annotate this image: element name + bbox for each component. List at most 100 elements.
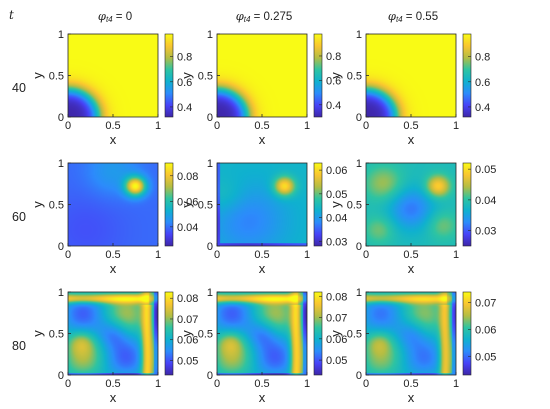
colorbar: [164, 291, 174, 376]
y-axis-label: y: [179, 72, 194, 79]
x-tick-label: 1: [453, 249, 459, 261]
colorbar-tick-label: 0.05: [177, 355, 198, 367]
colorbar-tick-label: 0.03: [326, 236, 347, 248]
x-tick-label: 0.5: [254, 249, 269, 261]
heatmap-panel: 0 0.5 1 0 0.5 1 x y 0.04 0.06 0.08: [30, 158, 198, 276]
y-axis-label: y: [328, 72, 343, 79]
heatmap-panel: 0 0.5 1 0 0.5 1 x y 0.4 0.6 0.8: [179, 29, 341, 147]
x-axis-label: x: [110, 261, 117, 276]
colorbar-tick-label: 0.03: [475, 226, 496, 238]
x-axis-label: x: [110, 132, 117, 147]
y-tick-label: 0: [356, 112, 362, 124]
y-axis-label: y: [328, 330, 343, 337]
column-title: φt4 = 0.55: [388, 9, 438, 24]
y-tick-label: 0.5: [198, 71, 213, 83]
y-tick-label: 0.5: [347, 329, 362, 341]
colorbar: [462, 162, 472, 247]
colorbar-tick-label: 0.06: [177, 335, 198, 347]
colorbar-tick-label: 0.6: [177, 77, 192, 89]
colorbar-tick-label: 0.07: [326, 313, 347, 325]
y-tick-label: 0.5: [198, 200, 213, 212]
x-tick-label: 0: [214, 378, 220, 390]
colorbar-tick-label: 0.04: [326, 213, 347, 225]
x-tick-label: 1: [304, 249, 310, 261]
y-tick-label: 0: [356, 241, 362, 253]
colorbar-tick-label: 0.07: [177, 314, 198, 326]
colorbar-tick-label: 0.05: [326, 355, 347, 367]
colorbar-tick-label: 0.8: [326, 51, 341, 63]
colorbar-tick-label: 0.06: [475, 324, 496, 336]
colorbar-tick-label: 0.04: [177, 222, 198, 234]
heatmap-image: [366, 292, 456, 375]
x-axis-label: x: [259, 390, 266, 405]
heatmap-panel: 0 0.5 1 0 0.5 1 x y 0.4 0.6 0.8: [30, 29, 192, 147]
x-tick-label: 0.5: [254, 120, 269, 132]
x-tick-label: 1: [155, 249, 161, 261]
colorbar-tick-label: 0.05: [475, 164, 496, 176]
colorbar-tick-label: 0.08: [177, 171, 198, 183]
colorbar-tick-label: 0.05: [475, 351, 496, 363]
y-tick-label: 1: [58, 158, 64, 170]
x-tick-label: 0: [65, 378, 71, 390]
colorbar-tick-label: 0.04: [475, 195, 496, 207]
colorbar-tick-label: 0.08: [177, 293, 198, 305]
x-tick-label: 1: [304, 120, 310, 132]
heatmap-panel: 0 0.5 1 0 0.5 1 x y 0.03 0.04 0.05: [328, 158, 496, 276]
colorbar: [313, 162, 323, 247]
colorbar: [313, 291, 323, 376]
colorbar-tick-label: 0.4: [326, 100, 341, 112]
colorbar: [164, 33, 174, 118]
heatmap-image: [68, 163, 158, 246]
y-tick-label: 0: [356, 370, 362, 382]
heatmap-panel: 0 0.5 1 0 0.5 1 x y 0.03 0.04 0.05 0.06: [179, 158, 347, 276]
y-tick-label: 1: [58, 287, 64, 299]
colorbar-tick-label: 0.05: [326, 189, 347, 201]
x-tick-label: 0: [214, 249, 220, 261]
x-tick-label: 0: [363, 378, 369, 390]
x-tick-label: 1: [453, 120, 459, 132]
column-title: φt4 = 0.275: [236, 9, 293, 24]
heatmap-image: [366, 163, 456, 246]
x-tick-label: 0: [363, 249, 369, 261]
y-tick-label: 0.5: [347, 71, 362, 83]
x-tick-label: 1: [453, 378, 459, 390]
y-axis-label: y: [179, 201, 194, 208]
colorbar: [164, 162, 174, 247]
colorbar-tick-label: 0.8: [475, 52, 490, 64]
x-axis-label: x: [408, 390, 415, 405]
colorbar: [462, 291, 472, 376]
y-axis-label: y: [179, 330, 194, 337]
colorbar-tick-label: 0.06: [177, 196, 198, 208]
y-tick-label: 0: [207, 370, 213, 382]
heatmap-image: [217, 292, 307, 375]
x-tick-label: 1: [304, 378, 310, 390]
x-tick-label: 1: [155, 120, 161, 132]
colorbar-tick-label: 0.4: [475, 102, 490, 114]
x-axis-label: x: [259, 132, 266, 147]
heatmap-image: [68, 34, 158, 117]
colorbar-tick-label: 0.6: [475, 77, 490, 89]
x-tick-label: 0.5: [105, 249, 120, 261]
x-tick-label: 0: [214, 120, 220, 132]
time-axis-label: t: [9, 8, 14, 22]
y-tick-label: 0: [58, 112, 64, 124]
heatmap-image: [217, 163, 307, 246]
y-tick-label: 0: [207, 241, 213, 253]
y-tick-label: 0.5: [49, 200, 64, 212]
column-title: φt4 = 0: [98, 9, 132, 24]
colorbar-tick-label: 0.6: [326, 75, 341, 87]
x-axis-label: x: [408, 132, 415, 147]
colorbar: [462, 33, 472, 118]
y-axis-label: y: [30, 330, 45, 337]
x-tick-label: 0.5: [403, 120, 418, 132]
colorbar-tick-label: 0.08: [326, 291, 347, 303]
colorbar-tick-label: 0.4: [177, 102, 192, 114]
x-tick-label: 0: [65, 120, 71, 132]
heatmap-panel: 0 0.5 1 0 0.5 1 x y 0.4 0.6 0.8: [328, 29, 490, 147]
heatmap-panel: 0 0.5 1 0 0.5 1 x y 0.05 0.06 0.07: [328, 287, 496, 405]
y-axis-label: y: [30, 201, 45, 208]
y-tick-label: 1: [207, 158, 213, 170]
x-axis-label: x: [408, 261, 415, 276]
